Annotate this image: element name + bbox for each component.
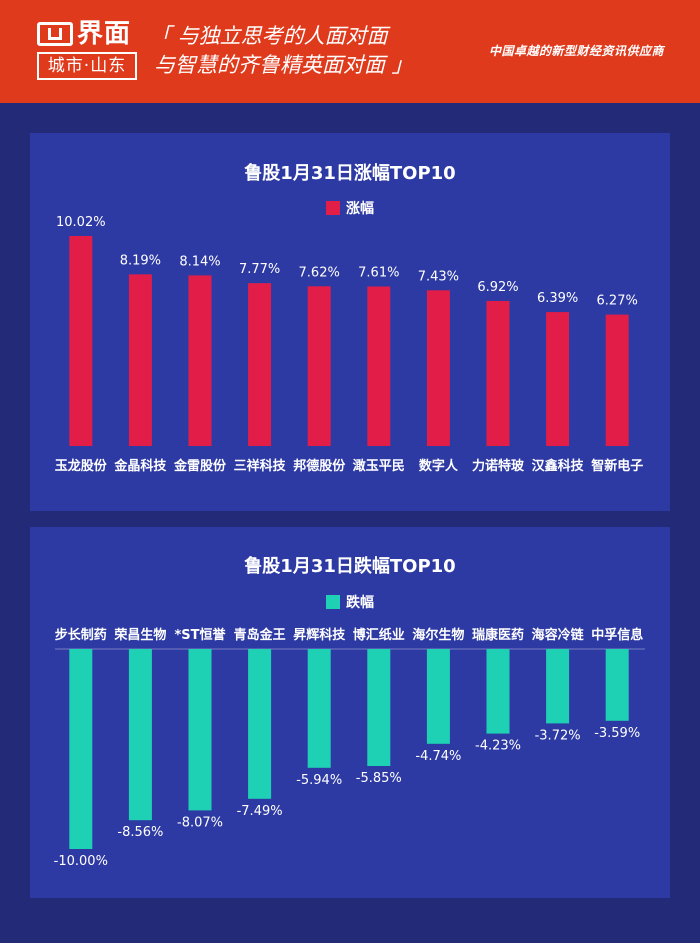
data-label: 6.27% bbox=[597, 294, 638, 309]
category-label: 三祥科技 bbox=[234, 458, 287, 474]
data-label: -5.94% bbox=[296, 773, 342, 788]
category-label: 汉鑫科技 bbox=[532, 458, 585, 474]
category-label: 步长制药 bbox=[55, 627, 107, 643]
logo-name: 界面 bbox=[77, 19, 132, 49]
category-label: 智新电子 bbox=[591, 458, 643, 474]
data-label: -4.23% bbox=[475, 739, 521, 754]
data-label: 7.61% bbox=[358, 266, 399, 281]
loss-chart-panel: 鲁股1月31日跌幅TOP10 跌幅步长制药 -10.00% 荣昌生物 -8.56% *ST… bbox=[30, 527, 670, 898]
bar bbox=[486, 300, 510, 446]
legend-label: 跌幅 bbox=[346, 594, 374, 611]
category-label: 邦德股份 bbox=[293, 458, 346, 474]
category-label: 数字人 bbox=[419, 458, 459, 474]
data-label: 6.92% bbox=[477, 280, 518, 295]
logo: 界面 城市·山东 bbox=[37, 18, 137, 82]
slogan: 「 与独立思考的人面对面 与智慧的齐鲁精英面对面 」 bbox=[150, 22, 413, 80]
category-label: 金晶科技 bbox=[113, 458, 167, 474]
bar bbox=[69, 236, 93, 446]
category-label: 海容冷链 bbox=[532, 627, 585, 643]
tagline: 中国卓越的新型财经资讯供应商 bbox=[488, 44, 664, 58]
bar bbox=[486, 649, 510, 734]
category-label: 昇辉科技 bbox=[293, 627, 346, 643]
gain-chart: 鲁股1月31日涨幅TOP10 涨幅 10.02% 玉龙股份 8.19% 金晶科技 8.14%… bbox=[55, 162, 643, 474]
bar bbox=[188, 275, 212, 446]
category-label: 瑞康医药 bbox=[472, 627, 524, 643]
data-label: -8.56% bbox=[117, 825, 163, 840]
category-label: 金雷股份 bbox=[173, 458, 227, 474]
bar bbox=[426, 290, 450, 446]
category-label: *ST恒誉 bbox=[174, 627, 226, 643]
bar bbox=[248, 283, 272, 446]
category-label: 荣昌生物 bbox=[113, 627, 166, 643]
bar bbox=[248, 649, 272, 799]
gain-chart-panel: 鲁股1月31日涨幅TOP10 涨幅 10.02% 玉龙股份 8.19% 金晶科技 8.14%… bbox=[30, 133, 670, 511]
bar bbox=[546, 312, 570, 446]
bar bbox=[605, 649, 629, 721]
data-label: 7.77% bbox=[239, 262, 280, 277]
legend-swatch bbox=[326, 595, 340, 609]
bar bbox=[69, 649, 93, 849]
data-label: -4.74% bbox=[415, 749, 461, 764]
data-label: -3.59% bbox=[594, 726, 640, 741]
bar bbox=[546, 649, 570, 724]
data-label: -10.00% bbox=[54, 854, 108, 869]
bar bbox=[128, 649, 152, 821]
logo-mark-icon bbox=[37, 22, 73, 46]
legend-swatch bbox=[326, 201, 340, 215]
data-label: 7.62% bbox=[299, 265, 340, 280]
category-label: 博汇纸业 bbox=[353, 627, 405, 643]
data-label: 8.14% bbox=[179, 254, 220, 269]
data-label: -3.72% bbox=[535, 728, 581, 743]
category-label: 澉玉平民 bbox=[352, 458, 405, 474]
category-label: 玉龙股份 bbox=[55, 458, 108, 474]
bar bbox=[367, 649, 391, 766]
data-label: -5.85% bbox=[356, 771, 402, 786]
slogan-line-2: 与智慧的齐鲁精英面对面 」 bbox=[154, 53, 413, 77]
slogan-line-1: 「 与独立思考的人面对面 bbox=[150, 24, 388, 48]
category-label: 青岛金王 bbox=[234, 627, 286, 643]
category-label: 力诺特玻 bbox=[472, 458, 525, 474]
bar bbox=[188, 649, 212, 811]
data-label: 6.39% bbox=[537, 291, 578, 306]
data-label: 7.43% bbox=[418, 269, 459, 284]
bar bbox=[605, 314, 629, 446]
logo-subtitle: 城市·山东 bbox=[37, 52, 137, 80]
bar bbox=[426, 649, 450, 744]
bar bbox=[367, 286, 391, 446]
chart-title: 鲁股1月31日跌幅TOP10 bbox=[244, 555, 455, 577]
data-label: -7.49% bbox=[237, 804, 283, 819]
data-label: 10.02% bbox=[56, 215, 106, 230]
category-label: 海尔生物 bbox=[412, 627, 464, 643]
header-banner: 界面 城市·山东 「 与独立思考的人面对面 与智慧的齐鲁精英面对面 」 中国卓越… bbox=[0, 0, 700, 103]
data-label: -8.07% bbox=[177, 815, 223, 830]
bar bbox=[307, 286, 331, 446]
bar bbox=[307, 649, 331, 768]
legend-label: 涨幅 bbox=[346, 200, 374, 217]
chart-title: 鲁股1月31日涨幅TOP10 bbox=[244, 162, 455, 184]
data-label: 8.19% bbox=[120, 253, 161, 268]
category-label: 中孚信息 bbox=[591, 627, 643, 643]
bar bbox=[128, 274, 152, 446]
